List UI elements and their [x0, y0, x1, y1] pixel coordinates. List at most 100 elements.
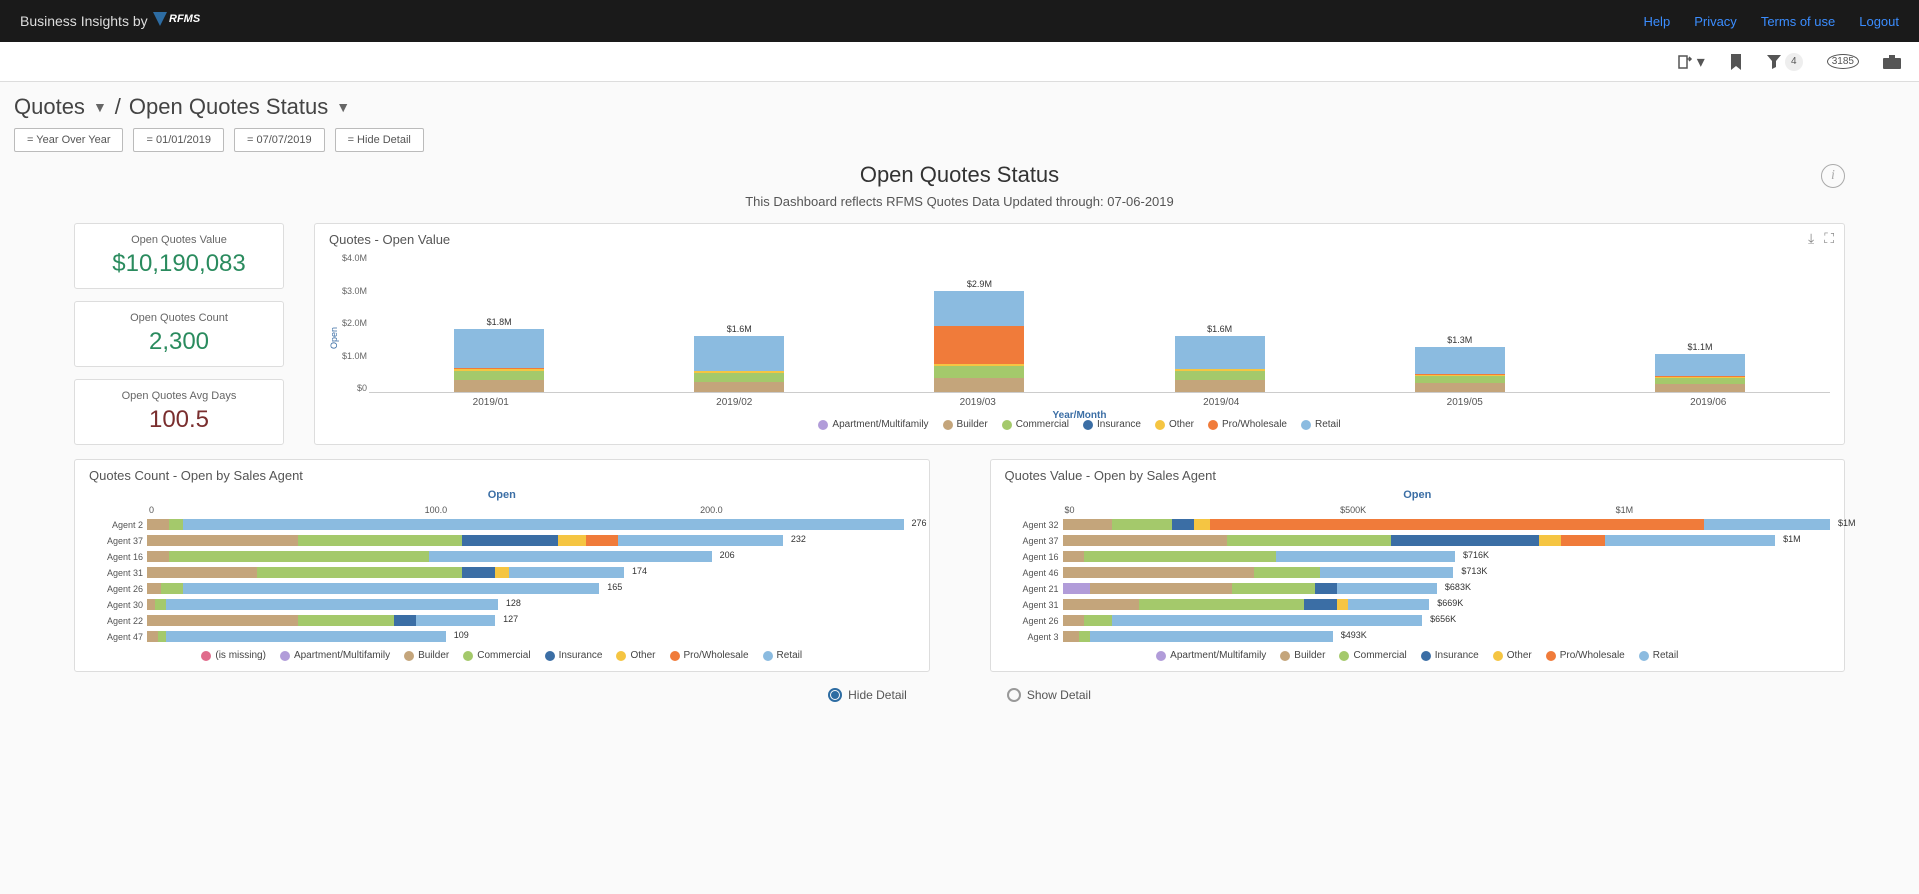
- bar-segment[interactable]: [1175, 371, 1265, 380]
- legend-item[interactable]: Retail: [763, 650, 803, 661]
- bar-segment[interactable]: [1415, 376, 1505, 383]
- terms-link[interactable]: Terms of use: [1761, 14, 1835, 29]
- hbar-segment[interactable]: [462, 535, 558, 546]
- legend-item[interactable]: Insurance: [545, 650, 603, 661]
- hbar-segment[interactable]: [1194, 519, 1210, 530]
- hbar-segment[interactable]: [1227, 535, 1391, 546]
- hbar-segment[interactable]: [1112, 615, 1422, 626]
- hbar-segment[interactable]: [1539, 535, 1561, 546]
- bar-segment[interactable]: [1415, 347, 1505, 374]
- hbar-segment[interactable]: [1704, 519, 1830, 530]
- legend-item[interactable]: Pro/Wholesale: [670, 650, 749, 661]
- hbar-segment[interactable]: [298, 615, 394, 626]
- hbar-segment[interactable]: [416, 615, 495, 626]
- hbar-segment[interactable]: [183, 583, 600, 594]
- show-detail-radio[interactable]: Show Detail: [1007, 688, 1091, 702]
- hbar-segment[interactable]: [1063, 615, 1085, 626]
- hbar-segment[interactable]: [1315, 583, 1337, 594]
- hbar-segment[interactable]: [1276, 551, 1455, 562]
- hbar-segment[interactable]: [1063, 567, 1255, 578]
- filter-icon[interactable]: 4: [1767, 53, 1803, 71]
- hide-detail-radio[interactable]: Hide Detail: [828, 688, 907, 702]
- hbar-segment[interactable]: [147, 519, 169, 530]
- hbar-segment[interactable]: [1337, 583, 1437, 594]
- bar-column[interactable]: $2.9M: [859, 279, 1099, 393]
- hbar-segment[interactable]: [147, 615, 298, 626]
- hbar-segment[interactable]: [147, 551, 169, 562]
- hbar-row[interactable]: Agent 3$493K: [1005, 629, 1831, 644]
- hbar-row[interactable]: Agent 37232: [89, 533, 915, 548]
- legend-item[interactable]: Insurance: [1421, 650, 1479, 661]
- hbar-row[interactable]: Agent 21$683K: [1005, 581, 1831, 596]
- legend-item[interactable]: Retail: [1639, 650, 1679, 661]
- hbar-segment[interactable]: [1232, 583, 1314, 594]
- hbar-row[interactable]: Agent 30128: [89, 597, 915, 612]
- bar-segment[interactable]: [454, 380, 544, 392]
- hbar-row[interactable]: Agent 32$1M: [1005, 517, 1831, 532]
- bar-segment[interactable]: [1175, 380, 1265, 392]
- hbar-row[interactable]: Agent 37$1M: [1005, 533, 1831, 548]
- hbar-segment[interactable]: [147, 583, 161, 594]
- hbar-segment[interactable]: [1063, 535, 1227, 546]
- hbar-segment[interactable]: [1139, 599, 1303, 610]
- hbar-segment[interactable]: [1063, 631, 1079, 642]
- hbar-segment[interactable]: [618, 535, 782, 546]
- hbar-segment[interactable]: [1063, 551, 1085, 562]
- bar-segment[interactable]: [934, 326, 1024, 365]
- legend-item[interactable]: Commercial: [1339, 650, 1406, 661]
- hbar-segment[interactable]: [1112, 519, 1172, 530]
- bar-segment[interactable]: [694, 373, 784, 382]
- hbar-row[interactable]: Agent 26$656K: [1005, 613, 1831, 628]
- hbar-segment[interactable]: [394, 615, 416, 626]
- bar-column[interactable]: $1.3M: [1340, 335, 1580, 392]
- hbar-segment[interactable]: [586, 535, 619, 546]
- legend-item[interactable]: Pro/Wholesale: [1546, 650, 1625, 661]
- bar-column[interactable]: $1.6M: [619, 324, 859, 392]
- bar-segment[interactable]: [934, 378, 1024, 392]
- bar-segment[interactable]: [1655, 384, 1745, 392]
- hbar-segment[interactable]: [158, 631, 166, 642]
- hbar-row[interactable]: Agent 31174: [89, 565, 915, 580]
- hbar-segment[interactable]: [1210, 519, 1703, 530]
- hbar-segment[interactable]: [509, 567, 624, 578]
- legend-item[interactable]: Builder: [1280, 650, 1325, 661]
- bar-segment[interactable]: [1655, 354, 1745, 376]
- hbar-segment[interactable]: [558, 535, 585, 546]
- help-link[interactable]: Help: [1643, 14, 1670, 29]
- logout-link[interactable]: Logout: [1859, 14, 1899, 29]
- hbar-segment[interactable]: [1561, 535, 1605, 546]
- hbar-segment[interactable]: [147, 535, 298, 546]
- hbar-segment[interactable]: [1304, 599, 1337, 610]
- hbar-segment[interactable]: [147, 599, 155, 610]
- bar-segment[interactable]: [454, 329, 544, 368]
- hbar-segment[interactable]: [166, 599, 498, 610]
- hbar-segment[interactable]: [257, 567, 463, 578]
- hbar-segment[interactable]: [1605, 535, 1775, 546]
- legend-item[interactable]: (is missing): [201, 650, 266, 661]
- hbar-row[interactable]: Agent 26165: [89, 581, 915, 596]
- hbar-segment[interactable]: [1090, 631, 1333, 642]
- hbar-row[interactable]: Agent 2276: [89, 517, 915, 532]
- bar-segment[interactable]: [454, 371, 544, 380]
- hbar-segment[interactable]: [183, 519, 904, 530]
- hbar-segment[interactable]: [1084, 551, 1276, 562]
- hbar-segment[interactable]: [147, 567, 257, 578]
- hbar-row[interactable]: Agent 31$669K: [1005, 597, 1831, 612]
- hbar-row[interactable]: Agent 47109: [89, 629, 915, 644]
- hbar-segment[interactable]: [495, 567, 509, 578]
- export-icon[interactable]: ▾: [1677, 52, 1705, 72]
- filter-button-0[interactable]: = Year Over Year: [14, 128, 123, 152]
- hbar-segment[interactable]: [1172, 519, 1194, 530]
- legend-item[interactable]: Commercial: [463, 650, 530, 661]
- legend-item[interactable]: Builder: [404, 650, 449, 661]
- bar-column[interactable]: $1.8M: [379, 317, 619, 392]
- expand-icon[interactable]: ⛶: [1824, 230, 1834, 247]
- chevron-down-icon[interactable]: ▼: [93, 99, 107, 115]
- bar-column[interactable]: $1.1M: [1580, 342, 1820, 392]
- hbar-segment[interactable]: [1320, 567, 1453, 578]
- hbar-segment[interactable]: [298, 535, 462, 546]
- pin-icon[interactable]: ⤓: [1808, 230, 1814, 247]
- breadcrumb-level1[interactable]: Quotes: [14, 94, 85, 120]
- hbar-segment[interactable]: [1337, 599, 1348, 610]
- bar-column[interactable]: $1.6M: [1100, 324, 1340, 392]
